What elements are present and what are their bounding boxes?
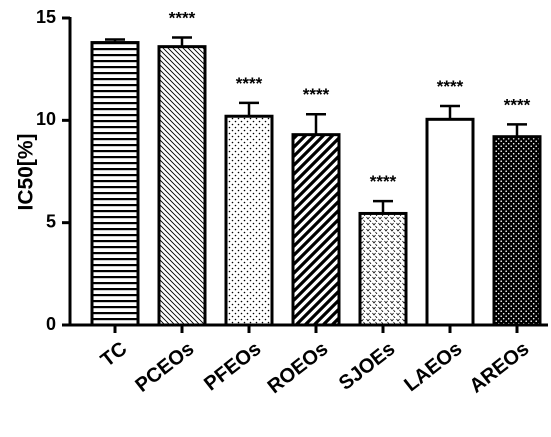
bar [157, 45, 207, 327]
significance-label: **** [504, 95, 531, 114]
y-tick-label: 0 [46, 314, 56, 334]
y-tick-label: 15 [36, 7, 56, 27]
significance-label: **** [236, 74, 263, 93]
y-tick-label: 5 [46, 211, 56, 231]
x-tick-label: SJOEs [335, 338, 399, 395]
x-tick-label: AREOs [465, 338, 533, 398]
significance-label: **** [437, 77, 464, 96]
x-tick-label: PCEOs [131, 338, 198, 397]
bar [358, 211, 408, 327]
y-axis-label: IC50[%] [15, 133, 38, 210]
bar [90, 41, 140, 327]
significance-label: **** [370, 172, 397, 191]
bar [492, 135, 542, 327]
significance-label: **** [303, 85, 330, 104]
y-tick-label: 10 [36, 109, 56, 129]
bar [291, 133, 341, 327]
significance-label: **** [169, 8, 196, 27]
bar [425, 117, 475, 327]
x-tick-label: TC [97, 338, 132, 372]
bar [224, 114, 274, 327]
x-tick-label: LAEOs [400, 338, 466, 396]
x-tick-label: ROEOs [264, 338, 333, 398]
x-tick-label: PFEOs [200, 338, 265, 396]
